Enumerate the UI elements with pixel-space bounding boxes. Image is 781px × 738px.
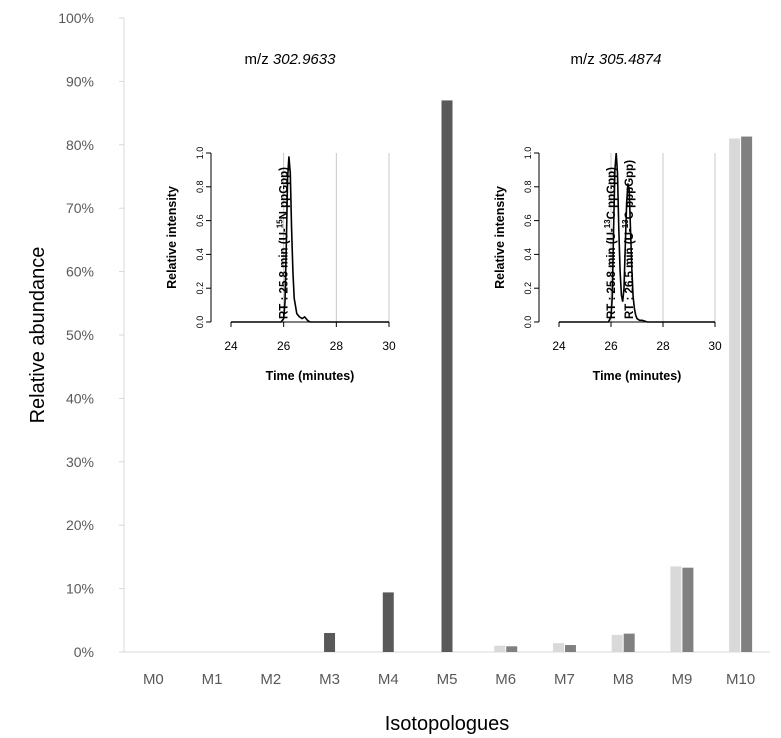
y-tick-label: 70% xyxy=(66,200,94,216)
inset-title-prefix: m/z xyxy=(571,51,599,68)
y-axis-title: Relative abundance xyxy=(27,247,49,424)
y-tick-label: 40% xyxy=(66,390,94,406)
x-tick-label: M9 xyxy=(671,671,692,688)
inset-y-tick-label: 1.0 xyxy=(523,147,533,160)
inset-y-axis-title: Relative intensity xyxy=(165,186,179,289)
inset-x-tick-label: 26 xyxy=(604,339,618,353)
y-tick-label: 10% xyxy=(66,581,94,597)
x-tick-label: M5 xyxy=(437,671,458,688)
x-tick-label: M8 xyxy=(613,671,634,688)
inset-x-tick-label: 30 xyxy=(382,339,396,353)
y-tick-label: 50% xyxy=(66,327,94,343)
inset-series-line xyxy=(231,156,389,323)
annotation-prefix: RT : 25.8 min (U- xyxy=(606,228,618,319)
inset-y-tick-label: 0.2 xyxy=(195,282,205,295)
inset-x-tick-label: 28 xyxy=(330,339,344,353)
bar xyxy=(682,567,694,652)
y-tick-label: 60% xyxy=(66,264,94,280)
inset-y-tick-label: 0.8 xyxy=(195,181,205,194)
x-tick-label: M2 xyxy=(260,671,281,688)
annotation-superscript: 13 xyxy=(603,219,612,228)
bar xyxy=(741,136,753,653)
x-tick-label: M4 xyxy=(378,671,399,688)
inset-series-line xyxy=(559,152,715,323)
x-tick-label: M6 xyxy=(495,671,516,688)
annotation-suffix: N ppGpp) xyxy=(278,167,290,220)
inset-annotation: RT : 25.8 min (U-13C ppGpp) xyxy=(603,167,618,319)
inset-y-tick-label: 0.0 xyxy=(523,316,533,329)
bar xyxy=(611,634,623,652)
annotation-superscript: 15 xyxy=(275,219,284,228)
y-tick-label: 90% xyxy=(66,73,94,89)
inset-annotation: RT : 26.5 min (U-13C pppGpp) xyxy=(621,160,636,319)
inset-y-tick-label: 0.4 xyxy=(523,248,533,261)
annotation-suffix: C pppGpp) xyxy=(624,160,636,220)
inset-y-tick-label: 1.0 xyxy=(195,147,205,160)
bar xyxy=(441,100,453,653)
inset-x-tick-label: 24 xyxy=(224,339,238,353)
inset-title-prefix: m/z xyxy=(245,51,273,68)
inset-x-axis-title: Time (minutes) xyxy=(266,369,355,383)
bar xyxy=(564,645,576,652)
annotation-suffix: C ppGpp) xyxy=(606,167,618,220)
bar xyxy=(670,566,682,652)
inset-y-tick-label: 0.4 xyxy=(195,248,205,261)
inset-y-axis-title: Relative intensity xyxy=(493,186,507,289)
inset-x-axis-title: Time (minutes) xyxy=(593,369,682,383)
bar xyxy=(623,633,635,652)
inset-x-tick-label: 28 xyxy=(656,339,670,353)
inset-title: m/z 302.9633 xyxy=(245,51,337,68)
x-tick-label: M1 xyxy=(202,671,223,688)
inset-chart-2: m/z 305.4874 24 26 28 30 0.0 0.2 0.4 0.6 0.8 1.0 Ti… xyxy=(493,51,722,383)
inset-title-mz: 302.9633 xyxy=(273,51,336,68)
y-tick-label: 20% xyxy=(66,517,94,533)
y-tick-label: 30% xyxy=(66,454,94,470)
annotation-prefix: RT : 26.5 min (U- xyxy=(624,228,636,319)
inset-y-tick-label: 0.0 xyxy=(195,316,205,329)
y-tick-label: 80% xyxy=(66,137,94,153)
bar xyxy=(729,138,741,652)
bar xyxy=(506,646,518,652)
inset-title-mz: 305.4874 xyxy=(599,51,662,68)
inset-x-tick-label: 30 xyxy=(708,339,722,353)
annotation-superscript: 13 xyxy=(621,219,630,228)
x-axis-title: Isotopologues xyxy=(385,713,510,735)
inset-x-tick-label: 24 xyxy=(552,339,566,353)
annotation-prefix: RT : 25.8 min (U- xyxy=(278,228,290,319)
inset-x-tick-label: 26 xyxy=(277,339,291,353)
y-tick-label: 0% xyxy=(74,644,94,660)
inset-annotation: RT : 25.8 min (U-15N ppGpp) xyxy=(275,167,290,319)
inset-y-tick-label: 0.8 xyxy=(523,181,533,194)
x-tick-label: M10 xyxy=(726,671,755,688)
x-tick-label: M3 xyxy=(319,671,340,688)
inset-chart-1: m/z 302.9633 24 26 28 30 0.0 0.2 0.4 0.6 0.8 1.0 Ti… xyxy=(165,51,396,383)
bar xyxy=(494,645,506,652)
inset-title: m/z 305.4874 xyxy=(571,51,662,68)
bar xyxy=(552,643,564,652)
x-tick-label: M7 xyxy=(554,671,575,688)
inset-y-tick-label: 0.6 xyxy=(523,214,533,227)
y-tick-label: 100% xyxy=(58,10,94,26)
bar xyxy=(382,592,394,652)
inset-y-tick-label: 0.6 xyxy=(195,214,205,227)
x-tick-label: M0 xyxy=(143,671,164,688)
bar xyxy=(324,632,336,652)
inset-y-tick-label: 0.2 xyxy=(523,282,533,295)
